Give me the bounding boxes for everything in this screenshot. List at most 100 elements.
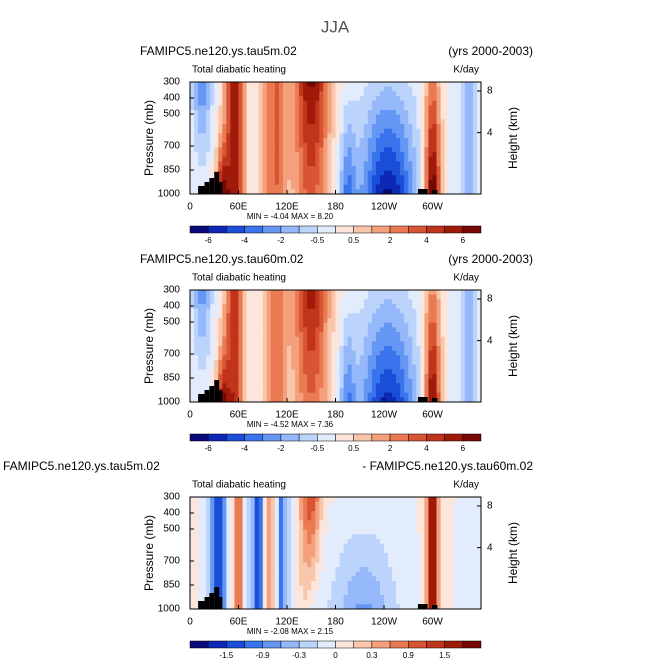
field-cell bbox=[363, 304, 369, 310]
field-cell bbox=[194, 374, 199, 380]
field-cell bbox=[319, 595, 324, 601]
field-cell bbox=[416, 304, 421, 310]
field-cell bbox=[396, 152, 401, 158]
field-cell bbox=[456, 82, 462, 88]
field-cell bbox=[335, 124, 340, 130]
field-cell bbox=[355, 576, 361, 582]
field-cell bbox=[428, 341, 433, 347]
field-cell bbox=[351, 152, 357, 158]
field-cell bbox=[347, 152, 353, 158]
field-cell bbox=[206, 346, 211, 352]
panel-units: K/day bbox=[453, 480, 479, 491]
colorbar-box bbox=[207, 433, 227, 442]
field-cell bbox=[408, 548, 413, 554]
field-cell bbox=[384, 313, 389, 319]
field-cell bbox=[456, 100, 462, 106]
field-cell bbox=[258, 166, 264, 172]
field-cell bbox=[307, 567, 312, 573]
field-cell bbox=[351, 360, 357, 366]
field-cell bbox=[347, 585, 353, 591]
field-cell bbox=[222, 590, 227, 596]
field-cell bbox=[202, 364, 207, 370]
field-cell bbox=[436, 142, 441, 148]
field-cell bbox=[396, 299, 401, 305]
field-cell bbox=[347, 184, 353, 190]
field-cell bbox=[234, 189, 239, 195]
field-cell bbox=[396, 548, 401, 554]
colorbar-box bbox=[389, 433, 409, 442]
field-cell bbox=[262, 110, 268, 116]
field-cell bbox=[408, 557, 413, 563]
field-cell bbox=[335, 318, 340, 324]
field-cell bbox=[274, 96, 280, 102]
field-cell bbox=[371, 497, 377, 503]
field-cell bbox=[246, 511, 252, 517]
field-cell bbox=[400, 152, 405, 158]
field-cell bbox=[440, 152, 446, 158]
field-cell bbox=[238, 378, 243, 384]
field-cell bbox=[254, 142, 260, 148]
x-tick-label: 180 bbox=[327, 410, 344, 421]
field-cell bbox=[396, 525, 401, 531]
field-cell bbox=[254, 105, 260, 111]
field-cell bbox=[202, 515, 207, 521]
field-cell bbox=[295, 515, 300, 521]
field-cell bbox=[420, 497, 425, 503]
field-cell bbox=[371, 506, 377, 512]
field-cell bbox=[238, 161, 243, 167]
field-cell bbox=[339, 567, 344, 573]
field-cell bbox=[343, 525, 349, 531]
field-cell bbox=[367, 175, 373, 181]
field-cell bbox=[307, 318, 312, 324]
field-cell bbox=[254, 520, 260, 526]
field-cell bbox=[428, 161, 433, 167]
field-cell bbox=[428, 110, 433, 116]
field-cell bbox=[319, 571, 324, 577]
field-cell bbox=[448, 86, 454, 92]
field-cell bbox=[363, 332, 369, 338]
field-cell bbox=[327, 332, 332, 338]
field-cell bbox=[448, 175, 454, 181]
field-cell bbox=[379, 364, 385, 370]
field-cell bbox=[416, 369, 421, 375]
field-cell bbox=[339, 170, 344, 176]
field-cell bbox=[262, 599, 268, 605]
field-cell bbox=[190, 180, 195, 186]
field-cell bbox=[230, 313, 235, 319]
field-cell bbox=[262, 515, 268, 521]
field-cell bbox=[303, 299, 308, 305]
field-cell bbox=[327, 96, 332, 102]
field-cell bbox=[287, 604, 292, 610]
field-cell bbox=[412, 515, 417, 521]
field-cell bbox=[460, 369, 466, 375]
field-cell bbox=[295, 397, 300, 403]
field-cell bbox=[246, 327, 252, 333]
field-cell bbox=[218, 147, 223, 153]
field-cell bbox=[307, 355, 312, 361]
field-cell bbox=[331, 119, 336, 125]
field-cell bbox=[436, 360, 441, 366]
field-cell bbox=[331, 506, 336, 512]
field-cell bbox=[367, 91, 373, 97]
colorbar-label: 0.5 bbox=[348, 236, 360, 245]
field-cell bbox=[206, 318, 211, 324]
field-cell bbox=[351, 138, 357, 144]
field-cell bbox=[218, 82, 223, 88]
field-cell bbox=[262, 388, 268, 394]
field-cell bbox=[420, 548, 425, 554]
field-cell bbox=[222, 299, 227, 305]
field-cell bbox=[234, 96, 239, 102]
terrain bbox=[417, 189, 428, 194]
field-cell bbox=[428, 124, 433, 130]
field-cell bbox=[343, 152, 349, 158]
field-cell bbox=[388, 585, 393, 591]
field-cell bbox=[230, 534, 235, 540]
field-cell bbox=[226, 156, 231, 162]
field-cell bbox=[444, 388, 450, 394]
field-cell bbox=[230, 304, 235, 310]
field-cell bbox=[432, 383, 437, 389]
field-cell bbox=[444, 397, 450, 403]
field-cell bbox=[388, 571, 393, 577]
field-cell bbox=[218, 96, 223, 102]
field-cell bbox=[452, 294, 458, 300]
